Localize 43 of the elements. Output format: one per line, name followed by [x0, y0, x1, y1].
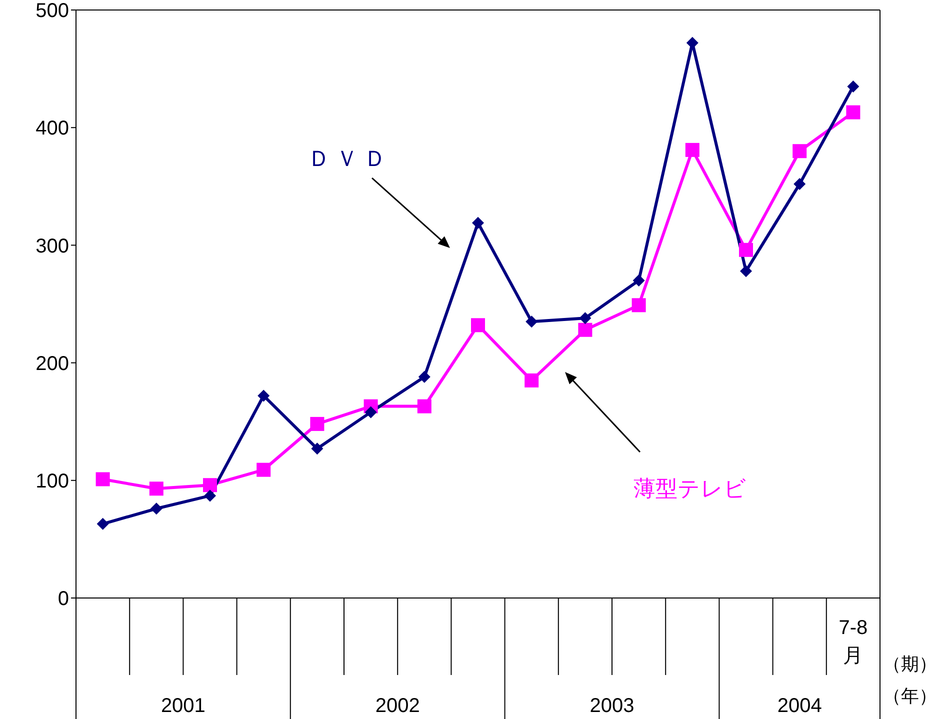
point: [846, 105, 860, 120]
point: [96, 472, 110, 486]
point: [526, 316, 538, 328]
text: （年）: [883, 686, 937, 706]
point: [739, 242, 753, 257]
x-tick-label: 7-8 月: [838, 617, 868, 667]
point: [204, 490, 216, 502]
point: [364, 406, 377, 418]
point: [740, 265, 752, 278]
point: [578, 322, 592, 337]
text: ＤＶＤ: [308, 146, 392, 171]
point: [579, 312, 592, 324]
text: 薄型テレビ: [634, 476, 746, 501]
y-tick-label: 500: [36, 0, 69, 22]
point: [258, 390, 270, 402]
point: [417, 399, 432, 414]
x-axis-title: （期）: [883, 654, 937, 674]
point: [685, 142, 700, 157]
text: 2004: [777, 695, 822, 717]
point: [792, 144, 807, 158]
point: [149, 482, 164, 496]
point: [256, 462, 271, 477]
point: [471, 318, 485, 332]
point: [96, 518, 109, 530]
point: [150, 502, 162, 515]
y-tick-label: 200: [36, 352, 69, 375]
text: 2002: [375, 695, 420, 717]
point: [418, 370, 430, 383]
point: [632, 274, 645, 286]
point: [310, 416, 324, 431]
text: 2001: [160, 695, 206, 717]
text: 2003: [590, 695, 634, 717]
y-tick-label: 100: [36, 470, 69, 492]
point: [524, 373, 539, 388]
point: [311, 442, 324, 455]
point: [847, 80, 860, 92]
point: [794, 178, 806, 190]
point: [472, 216, 484, 229]
point: [632, 298, 646, 312]
y-tick-label: 400: [36, 118, 69, 140]
y-tick-label: 0: [58, 588, 69, 610]
y-tick-label: 300: [36, 235, 69, 258]
point: [203, 478, 217, 492]
